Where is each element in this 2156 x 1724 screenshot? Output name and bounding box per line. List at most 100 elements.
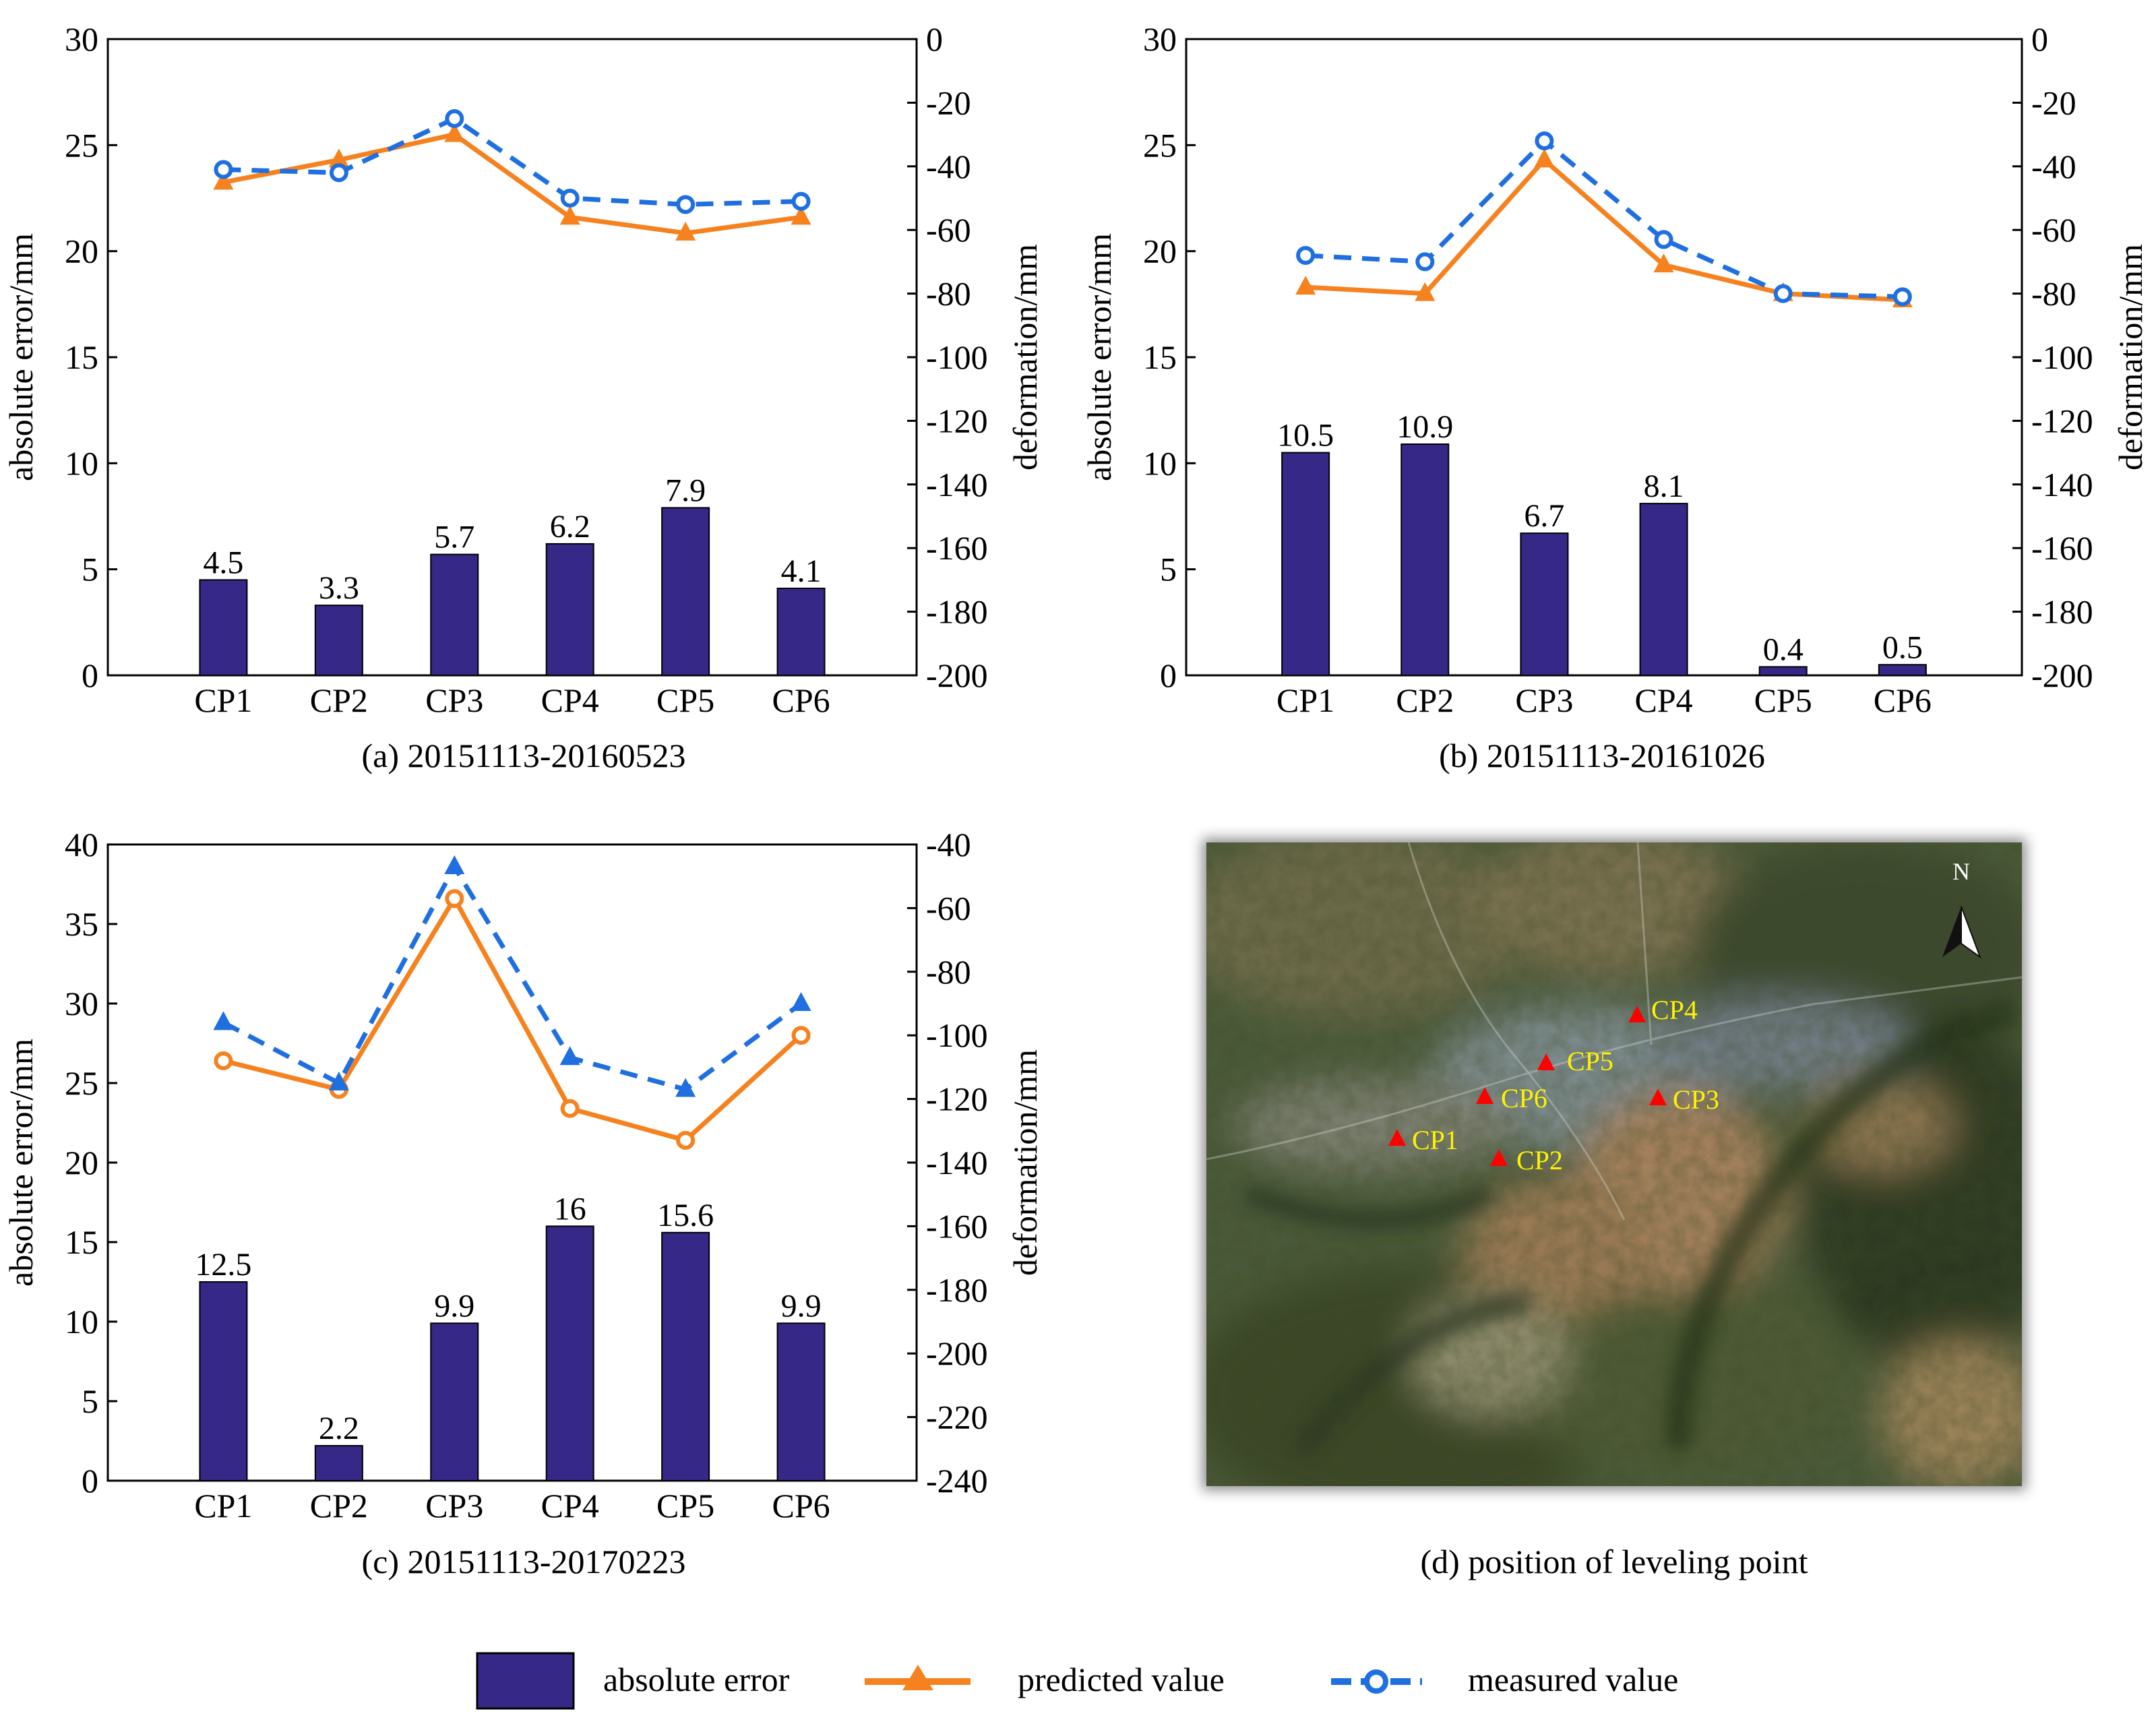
y-tick-label: 35 [65,905,98,943]
predicted-point [791,206,811,225]
measured-point [791,191,811,211]
y2-axis-label: deformation/mm [1006,1049,1044,1276]
marker-cp6 [1476,1087,1493,1104]
predicted-point [1295,276,1316,295]
y2-tick-label: -80 [926,275,971,313]
bar-data-label: 4.5 [203,545,243,580]
bar-data-label: 6.7 [1524,498,1564,534]
bar-cp4 [545,543,594,677]
bar-data-label: 8.1 [1644,468,1684,504]
chart-c: 0 5 10 15 20 25 30 35 40 -240 -220 -200 -180 -160 -140… [2,826,1044,1525]
bar-data-label: 3.3 [319,570,359,606]
y-tick-label: 10 [1143,444,1177,482]
y2-tick-label: -20 [2031,84,2076,121]
predicted-point [1534,148,1555,168]
bar-cp3 [1520,532,1569,676]
bar-data-label: 10.9 [1396,409,1453,445]
bar-cp6 [776,1322,826,1481]
y-tick-label: 0 [1160,656,1177,694]
x-tick-label: CP1 [194,681,252,719]
y2-axis-label: deformation/mm [1006,244,1044,470]
bar-data-label: 9.9 [434,1288,474,1324]
y2-tick-label: -100 [926,338,988,376]
predicted-point [559,206,580,225]
y2-tick-label: -60 [926,211,971,249]
bar-data-label: 4.1 [781,553,822,589]
y2-tick-label: -120 [2031,402,2093,439]
y-tick-label: 15 [1143,338,1177,376]
y2-tick-label: -100 [2031,338,2093,376]
measured-series-line [222,864,803,1092]
x-tick-label: CP6 [1874,681,1932,719]
chart-a: 051015202530-200-180-160-140-120-100-80-… [2,20,1044,719]
y2-tick-label: -180 [2031,593,2093,631]
measured-point [1535,131,1554,151]
bar-data-label: 0.4 [1763,632,1804,667]
x-tick-label: CP5 [1754,681,1812,719]
y-tick-label: 0 [82,1462,98,1500]
predicted-point [676,1130,696,1150]
predicted-point [445,889,464,909]
y-tick-label: 20 [65,1144,98,1181]
bar-data-label: 0.5 [1882,629,1923,665]
y2-tick-label: -240 [926,1462,988,1500]
bar-data-label: 7.9 [665,472,706,508]
legend-measured-swatch [1331,1669,1422,1694]
x-tick-label: CP3 [1515,681,1573,719]
y-tick-label: 20 [1143,233,1177,270]
legend: absolute error predicted value measured … [476,1652,1678,1710]
measured-point [1654,230,1673,249]
y2-tick-label: -200 [926,1334,988,1372]
y-tick-label: 25 [65,126,98,164]
x-tick-label: CP4 [541,1487,599,1525]
measured-point [445,109,464,128]
measured-point [1773,284,1793,303]
predicted-point [560,1099,580,1118]
x-tick-label: CP6 [772,1487,830,1525]
measured-series-line [1305,138,1903,299]
bar-data-label: 10.5 [1277,418,1334,454]
map-label-cp3: CP3 [1673,1084,1719,1115]
y2-tick-label: -180 [926,1271,988,1309]
x-tick-label: CP1 [1276,681,1334,719]
marker-cp3 [1649,1088,1667,1105]
y-tick-label: 10 [65,1303,98,1341]
y2-tick-label: -80 [2031,275,2076,313]
bar-cp5 [661,507,710,676]
bar-cp5 [661,1231,710,1482]
predicted-point [675,221,696,241]
marker-cp1 [1388,1129,1406,1146]
predicted-series-line [222,132,802,236]
y2-tick-label: 0 [926,20,943,58]
y2-tick-label: -140 [2031,466,2093,503]
measured-point [1296,245,1316,265]
bar-cp1 [199,1281,248,1481]
measured-point [675,1078,696,1097]
bar-cp1 [1281,452,1330,676]
y2-tick-label: -40 [926,826,971,863]
y2-tick-label: -220 [926,1398,988,1436]
x-tick-label: CP3 [425,681,483,719]
x-tick-label: CP4 [541,681,599,719]
y2-tick-label: -160 [2031,529,2093,567]
bar-cp2 [1400,443,1450,676]
legend-measured-label: measured value [1468,1661,1678,1698]
predicted-point [1653,253,1674,273]
y2-tick-label: -120 [926,402,988,439]
north-arrow-icon [1961,906,1982,959]
legend-bar-label: absolute error [603,1661,790,1698]
measured-point [444,855,465,875]
bar-cp2 [314,1445,363,1482]
y-tick-label: 5 [1160,551,1177,588]
satellite-map: CP1 CP2 CP3 CP4 CP5 CP6 N [1206,842,2022,1486]
y2-tick-label: -200 [2031,656,2093,694]
bar-cp6 [776,587,826,677]
predicted-point [1415,282,1436,301]
bar-cp6 [1878,664,1927,676]
measured-point [214,160,233,179]
measured-point [559,1046,580,1066]
y2-tick-label: -200 [926,656,988,694]
measured-point [676,195,696,214]
bar-data-label: 16 [554,1191,586,1227]
y-tick-label: 5 [82,1382,98,1420]
